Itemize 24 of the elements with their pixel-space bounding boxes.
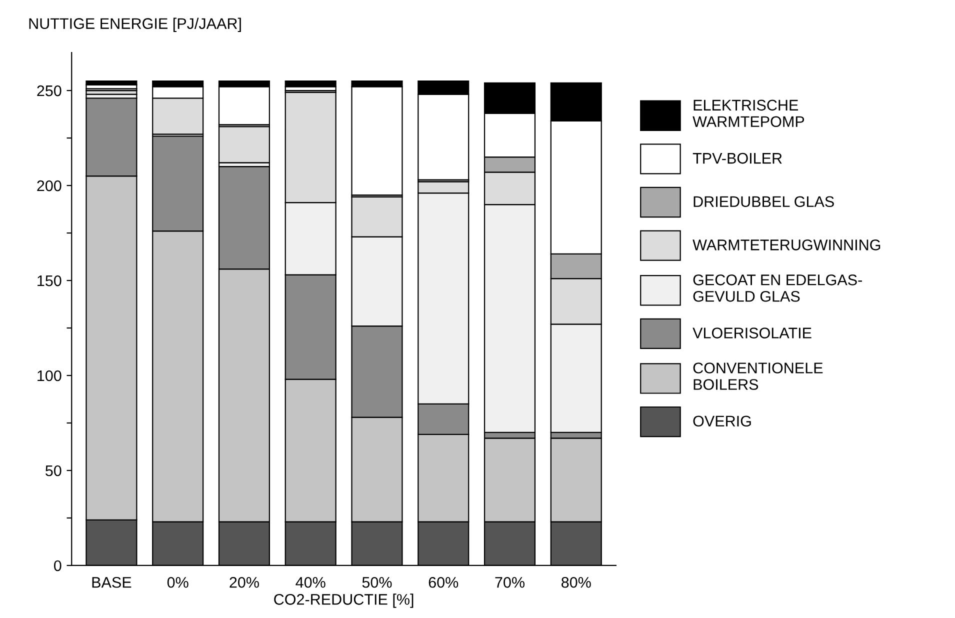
legend-label: CONVENTIONELE BOILERS: [693, 362, 823, 390]
y-axis-title: NUTTIGE ENERGIE [PJ/JAAR]: [29, 18, 241, 32]
y-tick-label: 150: [38, 275, 62, 286]
x-tick-label: 50%: [362, 576, 392, 588]
legend-label: ELEKTRISCHE WARMTEPOMP: [692, 100, 804, 128]
x-tick-label: 70%: [495, 576, 525, 588]
legend-label: DRIEDUBBEL GLAS: [694, 196, 834, 208]
legend-label: OVERIG: [693, 416, 751, 427]
y-tick-label: 250: [37, 85, 62, 96]
x-tick-label: 0%: [167, 576, 188, 588]
x-tick-label: 40%: [296, 576, 326, 588]
x-tick-label: 60%: [428, 576, 458, 588]
legend-label: VLOERISOLATIE: [692, 328, 812, 338]
y-tick-label: 0: [54, 560, 62, 572]
legend-label: GECOAT EN EDELGAS- GEVULD GLAS: [693, 274, 862, 302]
x-tick-label: 20%: [230, 576, 259, 588]
y-tick-label: 100: [38, 370, 62, 382]
legend-label: TPV-BOILER: [692, 152, 782, 164]
x-axis-title: CO2-REDUCTIE [%]: [274, 594, 414, 608]
x-tick-label: 80%: [562, 576, 591, 588]
legend-label: WARMTETERUGWINNING: [692, 240, 880, 250]
y-tick-label: 200: [37, 180, 62, 192]
y-tick-label: 50: [46, 465, 62, 476]
x-tick-label: BASE: [92, 576, 132, 588]
